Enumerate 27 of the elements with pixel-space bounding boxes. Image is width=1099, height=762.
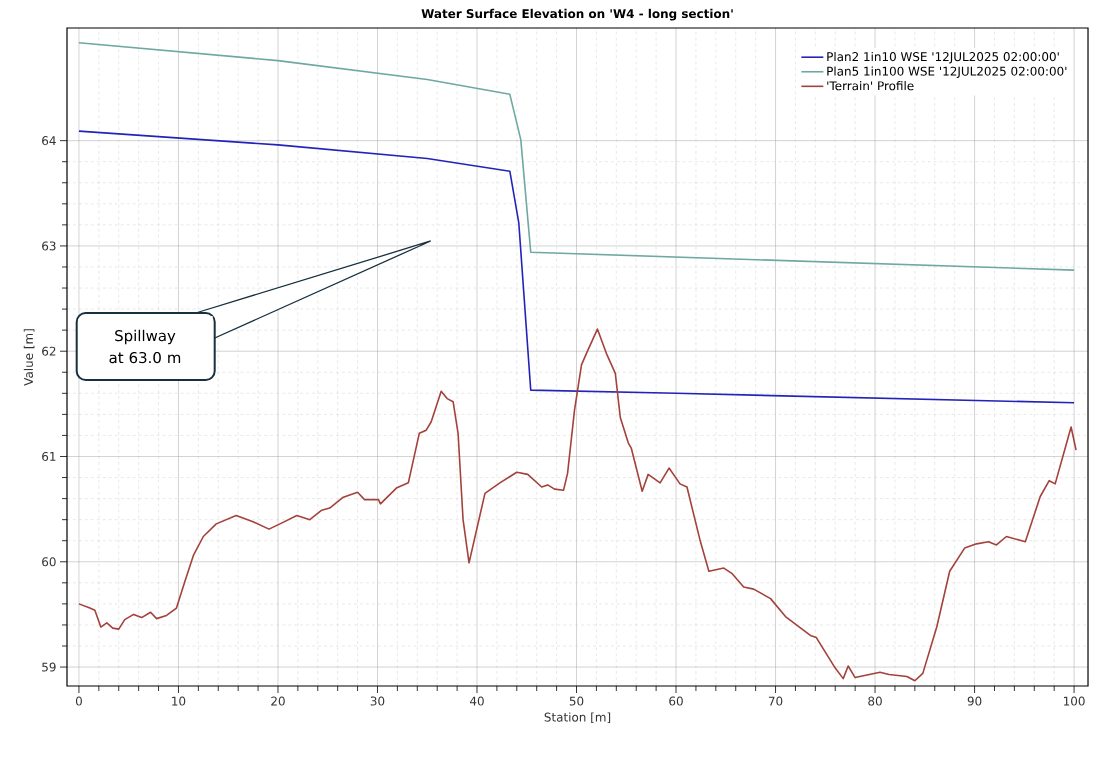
x-tick-label: 20 bbox=[271, 696, 285, 706]
x-tick-label: 100 bbox=[1063, 696, 1085, 706]
y-tick-label: 63 bbox=[42, 241, 56, 251]
chart-title: Water Surface Elevation on 'W4 - long section' bbox=[421, 8, 733, 21]
x-tick-label: 40 bbox=[469, 696, 484, 706]
annotation: Spillway at 63.0 m bbox=[109, 329, 181, 364]
x-tick-label: 0 bbox=[75, 696, 82, 706]
x-tick-label: 70 bbox=[768, 696, 783, 706]
x-tick-label: 80 bbox=[868, 696, 882, 706]
x-tick-label: 90 bbox=[967, 696, 982, 706]
x-tick-label: 60 bbox=[669, 696, 683, 706]
x-tick-label: 50 bbox=[569, 696, 584, 706]
line-series bbox=[78, 130, 1075, 404]
y-tick-label: 61 bbox=[42, 451, 56, 462]
legend-label: Plan5 1in100 WSE '12JUL2025 02:00:00' bbox=[827, 66, 1067, 78]
y-axis-title: Value [m] bbox=[23, 329, 35, 386]
y-tick-label: 64 bbox=[42, 136, 56, 146]
y-tick-label: 60 bbox=[42, 557, 56, 567]
legend-label: Plan2 1in10 WSE '12JUL2025 02:00:00' bbox=[827, 51, 1059, 64]
line-series bbox=[78, 328, 1077, 682]
x-axis-title: Station [m] bbox=[544, 712, 611, 724]
legend-label: 'Terrain' Profile bbox=[827, 81, 914, 91]
x-tick-label: 10 bbox=[172, 696, 186, 706]
x-tick-label: 30 bbox=[370, 696, 385, 706]
line-series bbox=[78, 41, 1075, 271]
y-tick-label: 59 bbox=[42, 662, 56, 672]
y-tick-label: 62 bbox=[42, 346, 56, 356]
